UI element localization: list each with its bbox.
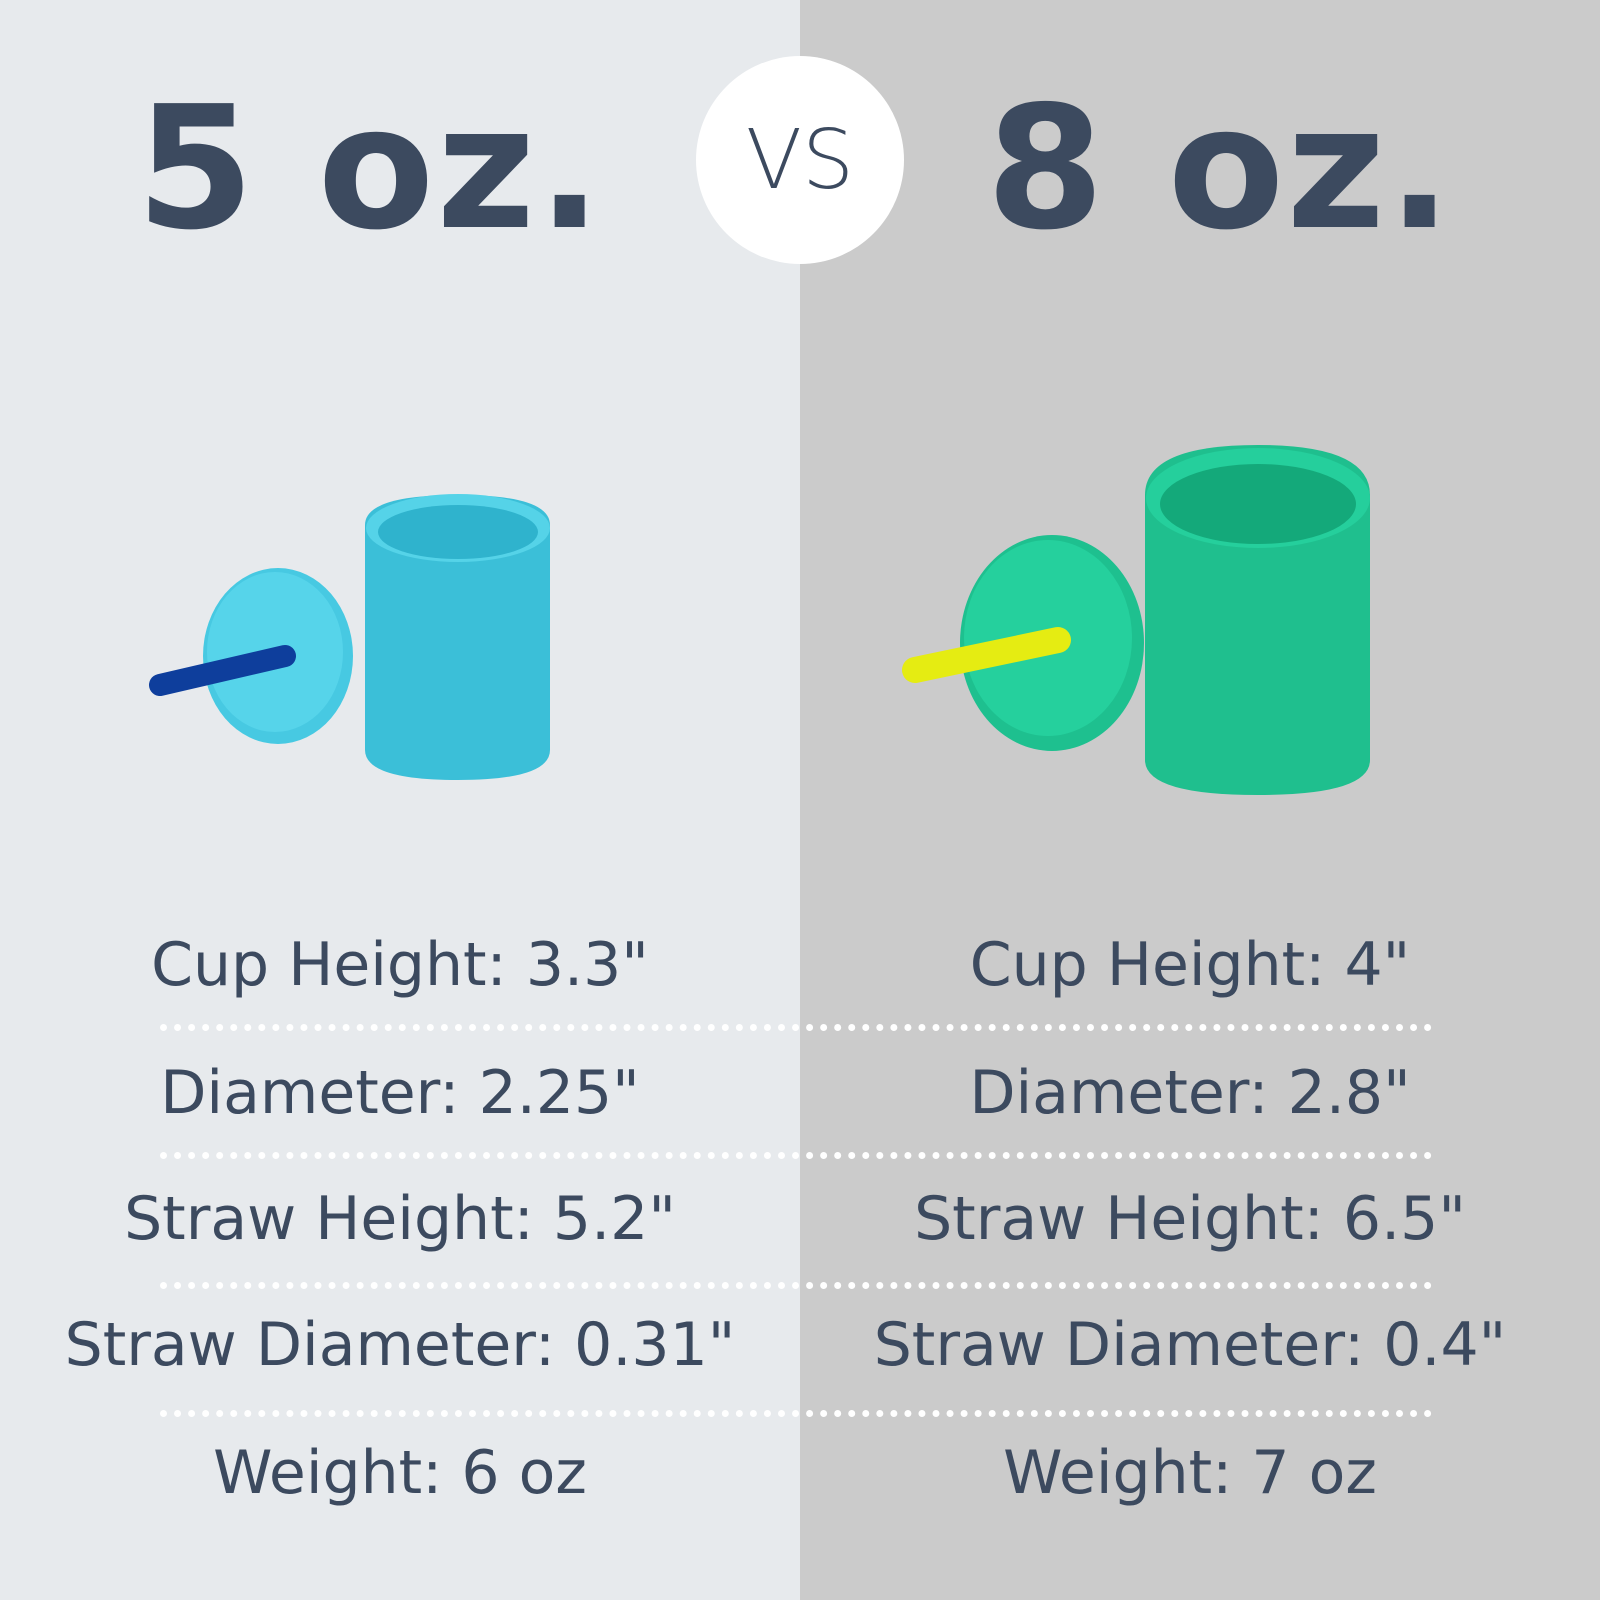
left-capacity-heading: 5 oz.: [136, 70, 604, 268]
large-cup-image: [902, 445, 1370, 795]
small-cup-image: [149, 494, 550, 780]
right-spec-straw-height: Straw Height: 6.5": [914, 1184, 1466, 1254]
right-spec-diameter: Diameter: 2.8": [969, 1058, 1411, 1128]
divider: [160, 1410, 1432, 1417]
left-spec-cup-height: Cup Height: 3.3": [151, 930, 649, 1000]
vs-label: VS: [745, 112, 855, 208]
left-spec-straw-height: Straw Height: 5.2": [124, 1184, 676, 1254]
divider: [160, 1152, 1432, 1159]
right-spec-cup-height: Cup Height: 4": [969, 930, 1411, 1000]
vs-badge: VS: [696, 56, 904, 264]
divider: [160, 1282, 1432, 1289]
right-spec-straw-diameter: Straw Diameter: 0.4": [873, 1310, 1507, 1380]
left-spec-straw-diameter: Straw Diameter: 0.31": [64, 1310, 736, 1380]
left-panel: [0, 0, 800, 1600]
right-panel: [800, 0, 1600, 1600]
left-spec-weight: Weight: 6 oz: [213, 1438, 587, 1508]
divider: [160, 1024, 1432, 1031]
right-capacity-heading: 8 oz.: [986, 70, 1454, 268]
right-spec-weight: Weight: 7 oz: [1003, 1438, 1377, 1508]
left-spec-diameter: Diameter: 2.25": [160, 1058, 640, 1128]
